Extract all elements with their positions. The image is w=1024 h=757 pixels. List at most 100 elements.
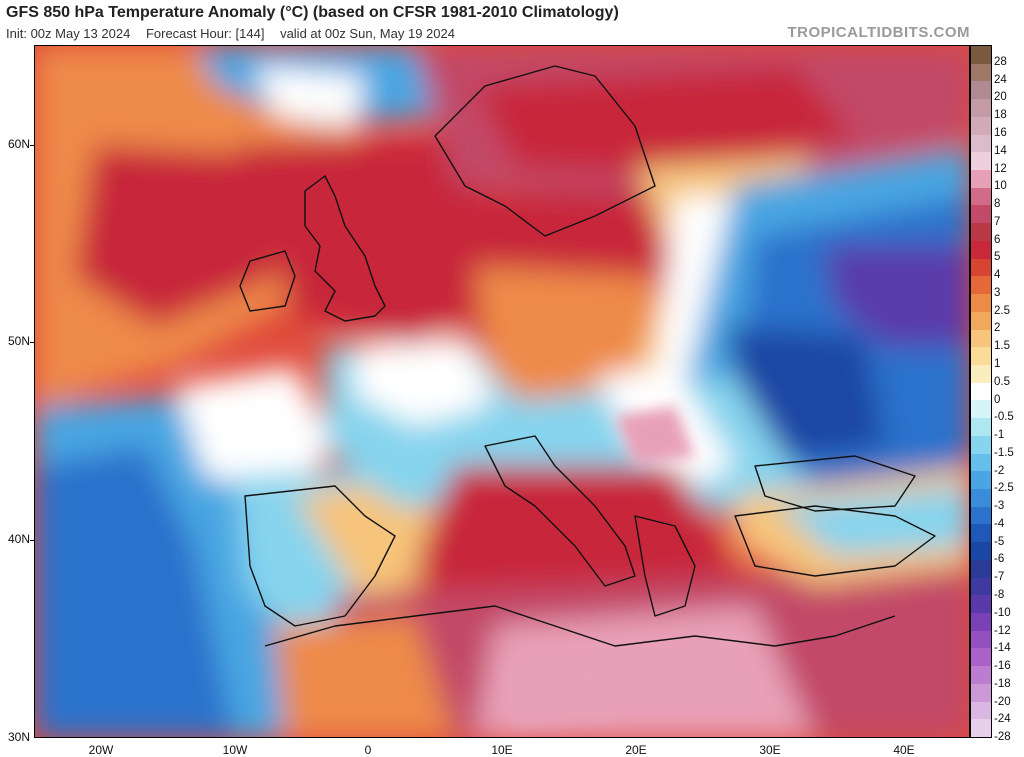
legend-swatch [971, 347, 991, 365]
baltic-white [655, 196, 795, 396]
anomaly-map-svg [35, 46, 969, 737]
legend-swatch [971, 524, 991, 543]
legend-swatch [971, 116, 991, 135]
legend-swatch [971, 418, 991, 436]
iberia-cream [295, 476, 455, 606]
balkan-pink-patch [615, 406, 695, 466]
legend-label: 5 [994, 251, 1001, 264]
legend-label: 4 [994, 269, 1001, 282]
legend-swatch [971, 453, 991, 472]
legend-label: -12 [994, 624, 1011, 637]
legend-swatch [971, 99, 991, 117]
legend-label: -0.5 [994, 411, 1014, 424]
legend-swatch [971, 630, 991, 649]
lat-tick [30, 540, 34, 541]
legend-swatch [971, 719, 991, 738]
legend-label: -3 [994, 500, 1005, 513]
watermark: TROPICALTIDBITS.COM [787, 24, 970, 41]
legend-swatch [971, 240, 991, 259]
atlantic-deep-cold [35, 446, 235, 737]
legend-swatch [971, 311, 991, 330]
legend-label: 8 [994, 198, 1001, 211]
biscay-white [175, 366, 335, 496]
legend-label: 10 [994, 180, 1007, 193]
legend-swatch [971, 435, 991, 454]
legend-swatch [971, 63, 991, 82]
legend-label: 14 [994, 144, 1007, 157]
forecast-hour: Forecast Hour: [144] [145, 26, 265, 41]
legend-swatch [971, 488, 991, 507]
legend-label: -18 [994, 677, 1011, 690]
lon-label-10e: 10E [491, 743, 513, 757]
legend-label: -2.5 [994, 482, 1014, 495]
lon-label-20e: 20E [625, 743, 647, 757]
coast-scandinavia [434, 65, 656, 237]
legend-swatch [971, 577, 991, 596]
coast-greece [634, 515, 696, 617]
legend-label: -4 [994, 517, 1005, 530]
coast-black-sea [754, 455, 916, 512]
legend-label: 1.5 [994, 340, 1010, 353]
lat-tick [30, 342, 34, 343]
color-legend [970, 45, 992, 738]
legend-swatch [971, 595, 991, 613]
lon-label-10w: 10W [222, 743, 248, 757]
legend-swatch [971, 134, 991, 153]
legend-label: 16 [994, 126, 1007, 139]
legend-swatch [971, 223, 991, 241]
lat-label-30n: 30N [7, 730, 30, 744]
legend-label: 24 [994, 73, 1007, 86]
anomaly-map[interactable] [34, 45, 970, 738]
init-time: Init: 00z May 13 2024 [6, 26, 131, 41]
legend-swatch [971, 613, 991, 631]
scandinavia-deep [475, 66, 855, 176]
russia-purple [825, 246, 969, 346]
lon-label-20w: 20W [88, 743, 114, 757]
legend-swatch [971, 152, 991, 171]
coastlines [239, 65, 936, 647]
legend-swatch [971, 187, 991, 206]
legend-label: -20 [994, 695, 1011, 708]
legend-label: -2 [994, 464, 1005, 477]
legend-label: -14 [994, 642, 1011, 655]
legend-swatch [971, 258, 991, 277]
legend-swatch [971, 666, 991, 684]
legend-label: -6 [994, 553, 1005, 566]
legend-label: 12 [994, 162, 1007, 175]
legend-swatch [971, 400, 991, 419]
legend-label: -10 [994, 606, 1011, 619]
legend-label: -1 [994, 429, 1005, 442]
legend-swatch [971, 382, 991, 401]
legend-swatch [971, 683, 991, 702]
lon-label-0: 0 [364, 743, 372, 757]
legend-swatch [971, 648, 991, 667]
legend-label: 28 [994, 55, 1007, 68]
legend-label: 0.5 [994, 375, 1010, 388]
lat-label-50n: 50N [7, 334, 30, 348]
lat-tick [30, 145, 34, 146]
legend-swatch [971, 542, 991, 560]
legend-swatch [971, 46, 991, 64]
legend-swatch [971, 506, 991, 525]
legend-label: -16 [994, 660, 1011, 673]
legend-swatch [971, 276, 991, 295]
lon-label-30e: 30E [759, 743, 781, 757]
britain-red [235, 136, 505, 346]
legend-swatch [971, 364, 991, 383]
legend-label: 0 [994, 393, 1001, 406]
sahara-pink-patch [505, 656, 615, 726]
legend-label: -28 [994, 731, 1011, 744]
atlantic-red-core [75, 146, 275, 326]
legend-swatch [971, 329, 991, 348]
coast-north-africa [264, 605, 896, 647]
legend-label: 1 [994, 357, 1001, 370]
legend-label: 6 [994, 233, 1001, 246]
legend-swatch [971, 294, 991, 312]
coast-italy [484, 435, 636, 587]
legend-swatch [971, 170, 991, 188]
legend-label: -24 [994, 713, 1011, 726]
coast-iberia [244, 485, 396, 627]
legend-label: 7 [994, 215, 1001, 228]
coast-britain [304, 175, 386, 322]
legend-labels: 28 24 20 18 16 14 12 10 8 7 6 5 4 3 2.5 2 1.5 1 0.5 0 -0.5 -1… [994, 45, 1024, 743]
